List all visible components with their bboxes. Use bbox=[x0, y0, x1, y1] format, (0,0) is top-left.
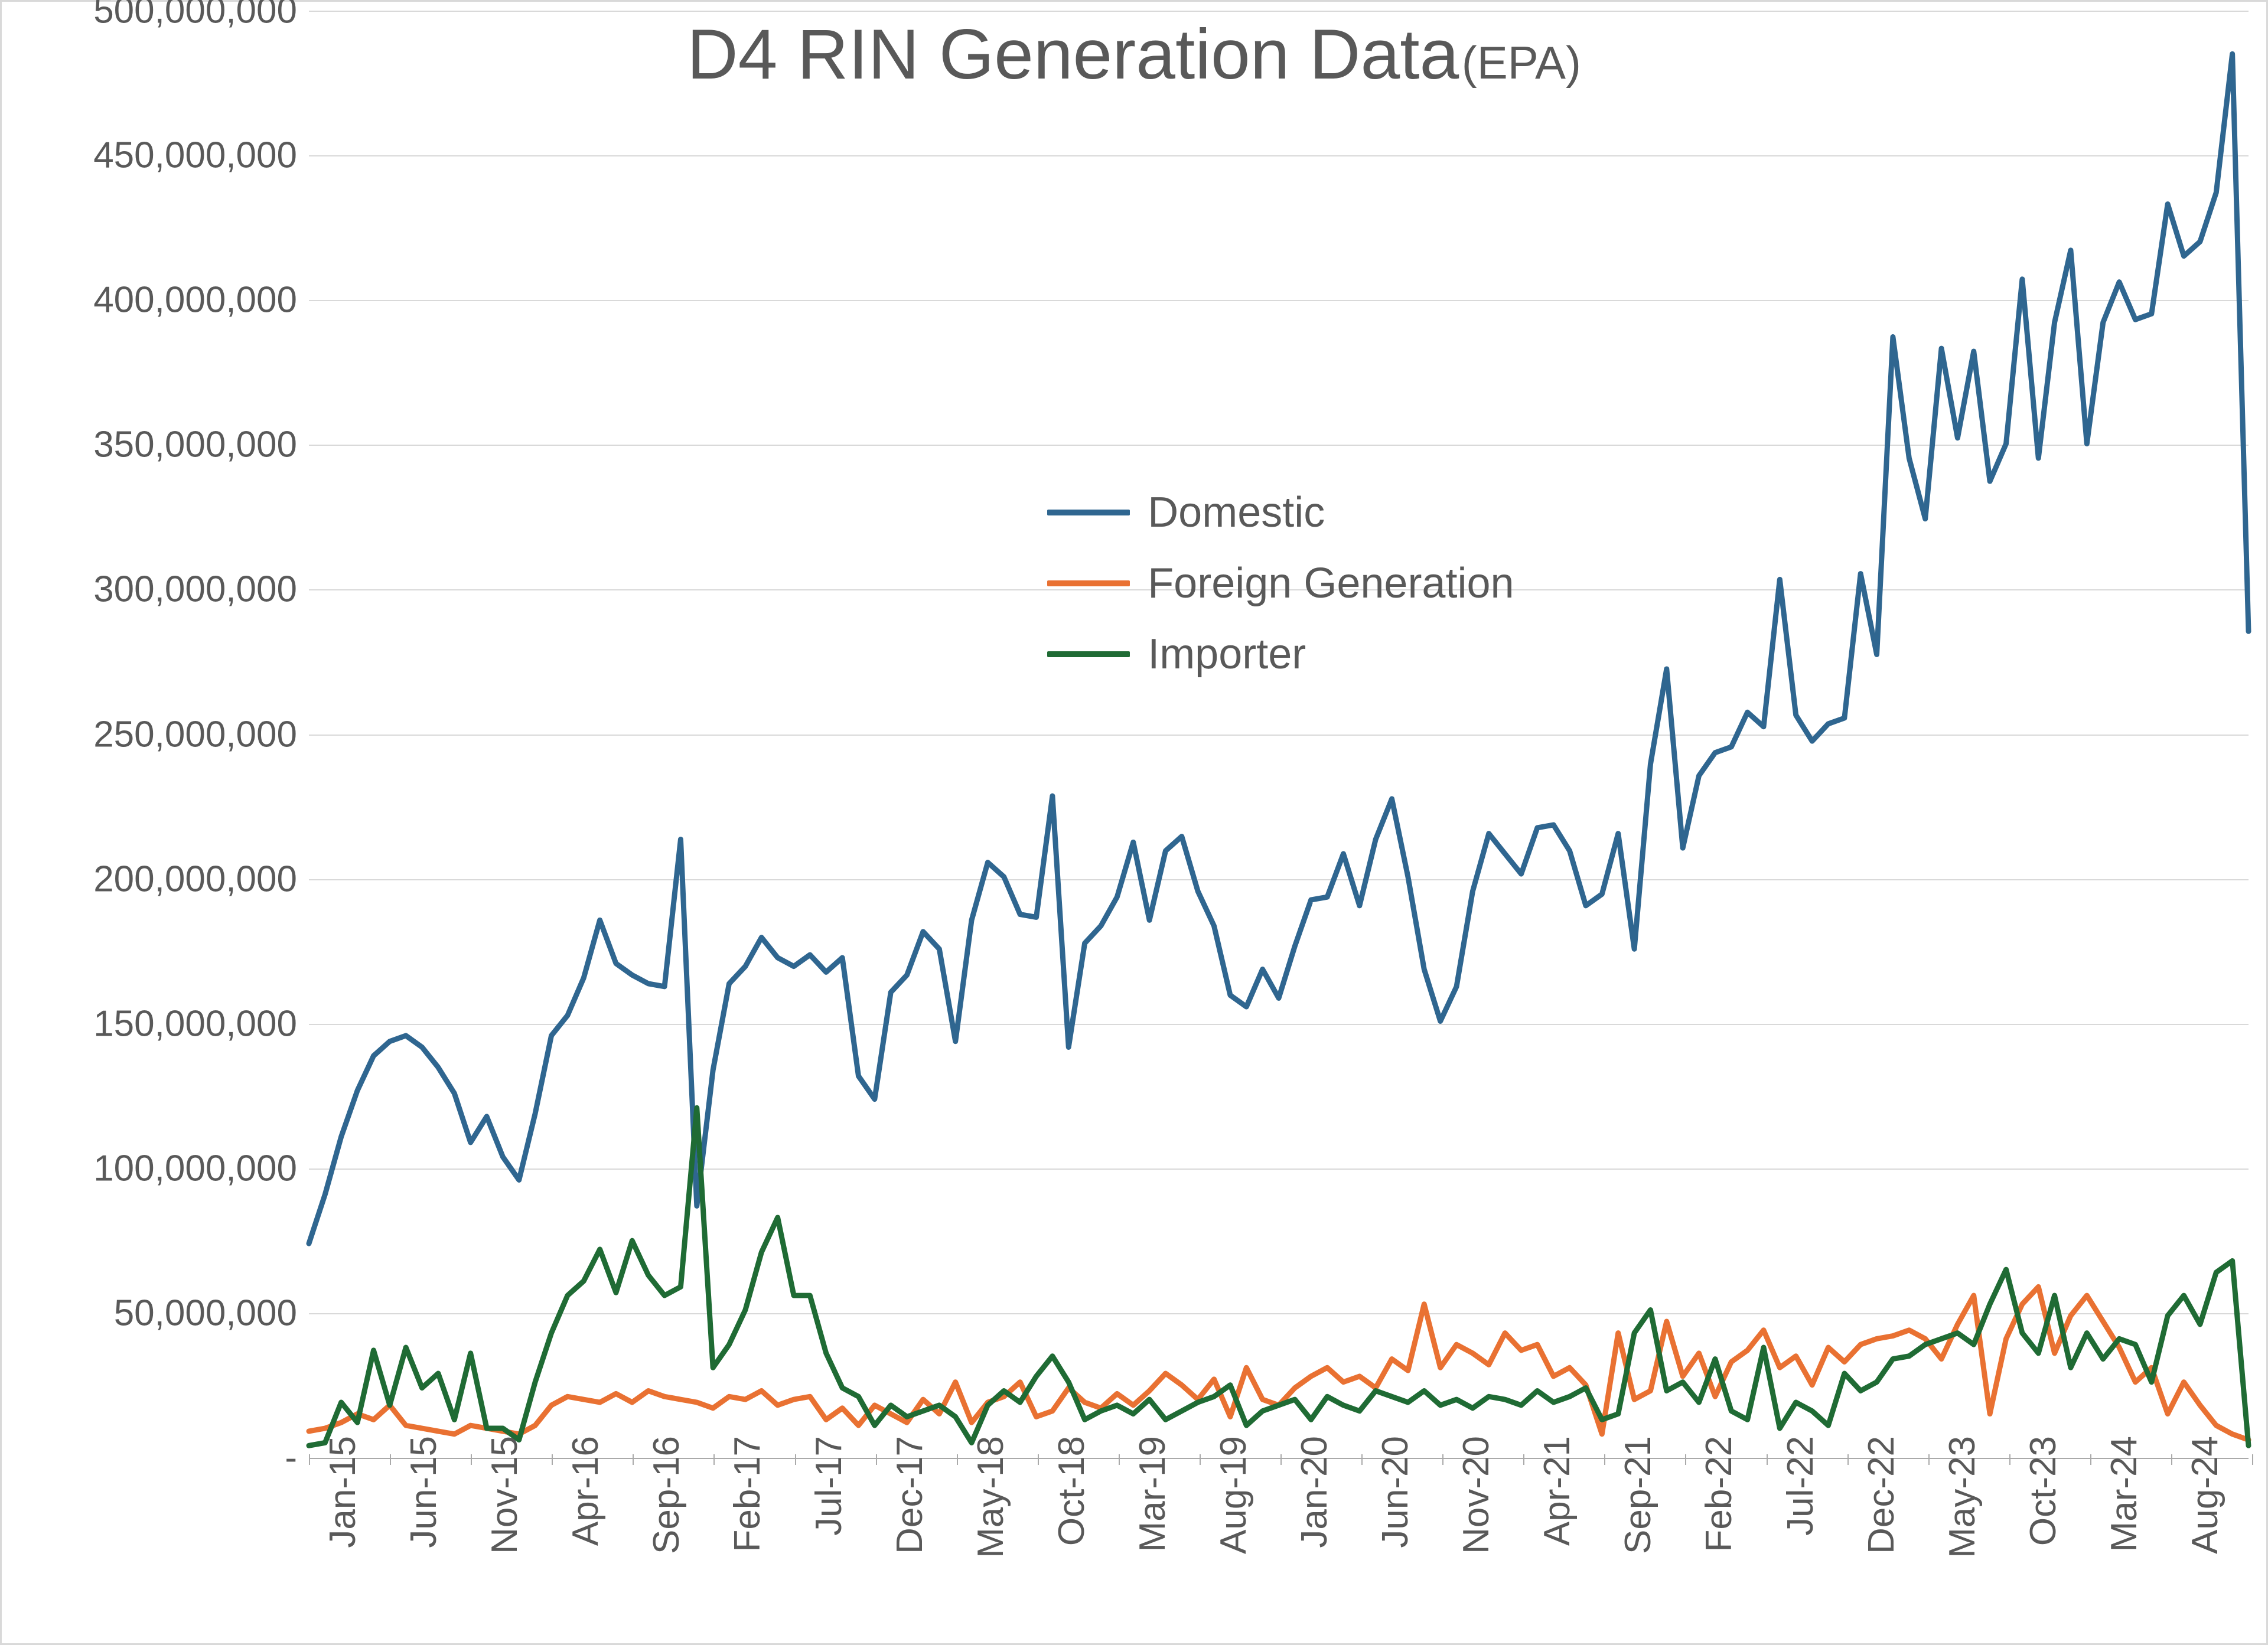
x-tick-mark bbox=[2009, 1454, 2010, 1465]
x-tick-label: Jun-15 bbox=[403, 1436, 445, 1548]
x-tick-label: Apr-21 bbox=[1536, 1436, 1578, 1546]
y-tick-label: 200,000,000 bbox=[93, 858, 297, 900]
x-tick-label: Dec-22 bbox=[1860, 1436, 1902, 1554]
x-tick-label: Mar-24 bbox=[2103, 1436, 2145, 1552]
x-tick-label: Nov-15 bbox=[484, 1436, 526, 1554]
y-tick-label: 400,000,000 bbox=[93, 279, 297, 321]
x-tick-mark bbox=[2171, 1454, 2172, 1465]
x-tick-mark bbox=[1119, 1454, 1120, 1465]
legend-label: Foreign Generation bbox=[1148, 559, 1514, 608]
x-tick-label: Mar-19 bbox=[1132, 1436, 1174, 1552]
x-tick-mark bbox=[713, 1454, 715, 1465]
y-tick-label: 350,000,000 bbox=[93, 424, 297, 466]
legend-label: Domestic bbox=[1148, 488, 1325, 537]
x-tick-label: May-23 bbox=[1941, 1436, 1983, 1558]
y-tick-label: 300,000,000 bbox=[93, 569, 297, 611]
legend: Domestic Foreign Generation Importer bbox=[1047, 488, 1514, 701]
x-tick-label: Jul-22 bbox=[1780, 1436, 1821, 1536]
x-tick-label: Sep-16 bbox=[646, 1436, 687, 1554]
x-tick-mark bbox=[1847, 1454, 1849, 1465]
y-tick-label: 100,000,000 bbox=[93, 1147, 297, 1189]
x-tick-label: Nov-20 bbox=[1455, 1436, 1497, 1554]
x-tick-label: Oct-23 bbox=[2022, 1436, 2064, 1546]
x-tick-mark bbox=[1038, 1454, 1039, 1465]
legend-swatch bbox=[1047, 651, 1130, 657]
legend-item: Importer bbox=[1047, 630, 1514, 678]
x-tick-mark bbox=[957, 1454, 958, 1465]
chart-container: D4 RIN Generation Data (EPA) -50,000,000… bbox=[0, 0, 2268, 1645]
x-tick-label: May-18 bbox=[970, 1436, 1012, 1558]
x-tick-mark bbox=[1767, 1454, 1768, 1465]
y-axis: -50,000,000100,000,000150,000,000200,000… bbox=[2, 11, 309, 1454]
y-tick-label: - bbox=[285, 1437, 297, 1479]
legend-item: Foreign Generation bbox=[1047, 559, 1514, 608]
plot-area: Domestic Foreign Generation Importer bbox=[309, 11, 2249, 1454]
x-tick-mark bbox=[1685, 1454, 1686, 1465]
x-tick-mark bbox=[795, 1454, 796, 1465]
y-tick-label: 250,000,000 bbox=[93, 713, 297, 755]
y-tick-label: 450,000,000 bbox=[93, 135, 297, 177]
x-axis: Jan-15Jun-15Nov-15Apr-16Sep-16Feb-17Jul-… bbox=[309, 1454, 2249, 1643]
legend-swatch bbox=[1047, 510, 1130, 515]
x-tick-label: Jan-15 bbox=[322, 1436, 364, 1548]
x-tick-mark bbox=[1523, 1454, 1524, 1465]
x-tick-mark bbox=[2252, 1454, 2253, 1465]
series-line bbox=[309, 1287, 2249, 1440]
x-tick-label: Feb-17 bbox=[726, 1436, 768, 1552]
x-tick-mark bbox=[552, 1454, 553, 1465]
x-tick-mark bbox=[390, 1454, 391, 1465]
y-tick-label: 50,000,000 bbox=[114, 1292, 297, 1334]
x-tick-mark bbox=[633, 1454, 634, 1465]
x-tick-label: Jan-20 bbox=[1293, 1436, 1335, 1548]
y-tick-label: 500,000,000 bbox=[93, 0, 297, 32]
x-tick-mark bbox=[876, 1454, 877, 1465]
chart-lines bbox=[309, 11, 2249, 1454]
x-tick-label: Aug-24 bbox=[2184, 1436, 2226, 1554]
x-tick-mark bbox=[1280, 1454, 1282, 1465]
x-tick-mark bbox=[1200, 1454, 1201, 1465]
x-tick-label: Sep-21 bbox=[1617, 1436, 1659, 1554]
x-tick-mark bbox=[1928, 1454, 1930, 1465]
x-tick-mark bbox=[1604, 1454, 1605, 1465]
legend-swatch bbox=[1047, 580, 1130, 586]
x-tick-mark bbox=[309, 1454, 310, 1465]
x-tick-label: Dec-17 bbox=[889, 1436, 931, 1554]
x-tick-label: Apr-16 bbox=[565, 1436, 607, 1546]
legend-item: Domestic bbox=[1047, 488, 1514, 537]
x-tick-mark bbox=[471, 1454, 472, 1465]
y-tick-label: 150,000,000 bbox=[93, 1003, 297, 1045]
x-tick-label: Jun-20 bbox=[1374, 1436, 1416, 1548]
x-tick-label: Jul-17 bbox=[808, 1436, 850, 1536]
x-tick-label: Aug-19 bbox=[1213, 1436, 1254, 1554]
x-tick-label: Feb-22 bbox=[1698, 1436, 1740, 1552]
x-tick-mark bbox=[2090, 1454, 2091, 1465]
legend-label: Importer bbox=[1148, 630, 1306, 678]
x-tick-label: Oct-18 bbox=[1051, 1436, 1093, 1546]
x-tick-mark bbox=[1442, 1454, 1443, 1465]
series-line bbox=[309, 1108, 2249, 1445]
x-tick-mark bbox=[1361, 1454, 1363, 1465]
x-tick-label: Jan-25 bbox=[2265, 1436, 2268, 1548]
